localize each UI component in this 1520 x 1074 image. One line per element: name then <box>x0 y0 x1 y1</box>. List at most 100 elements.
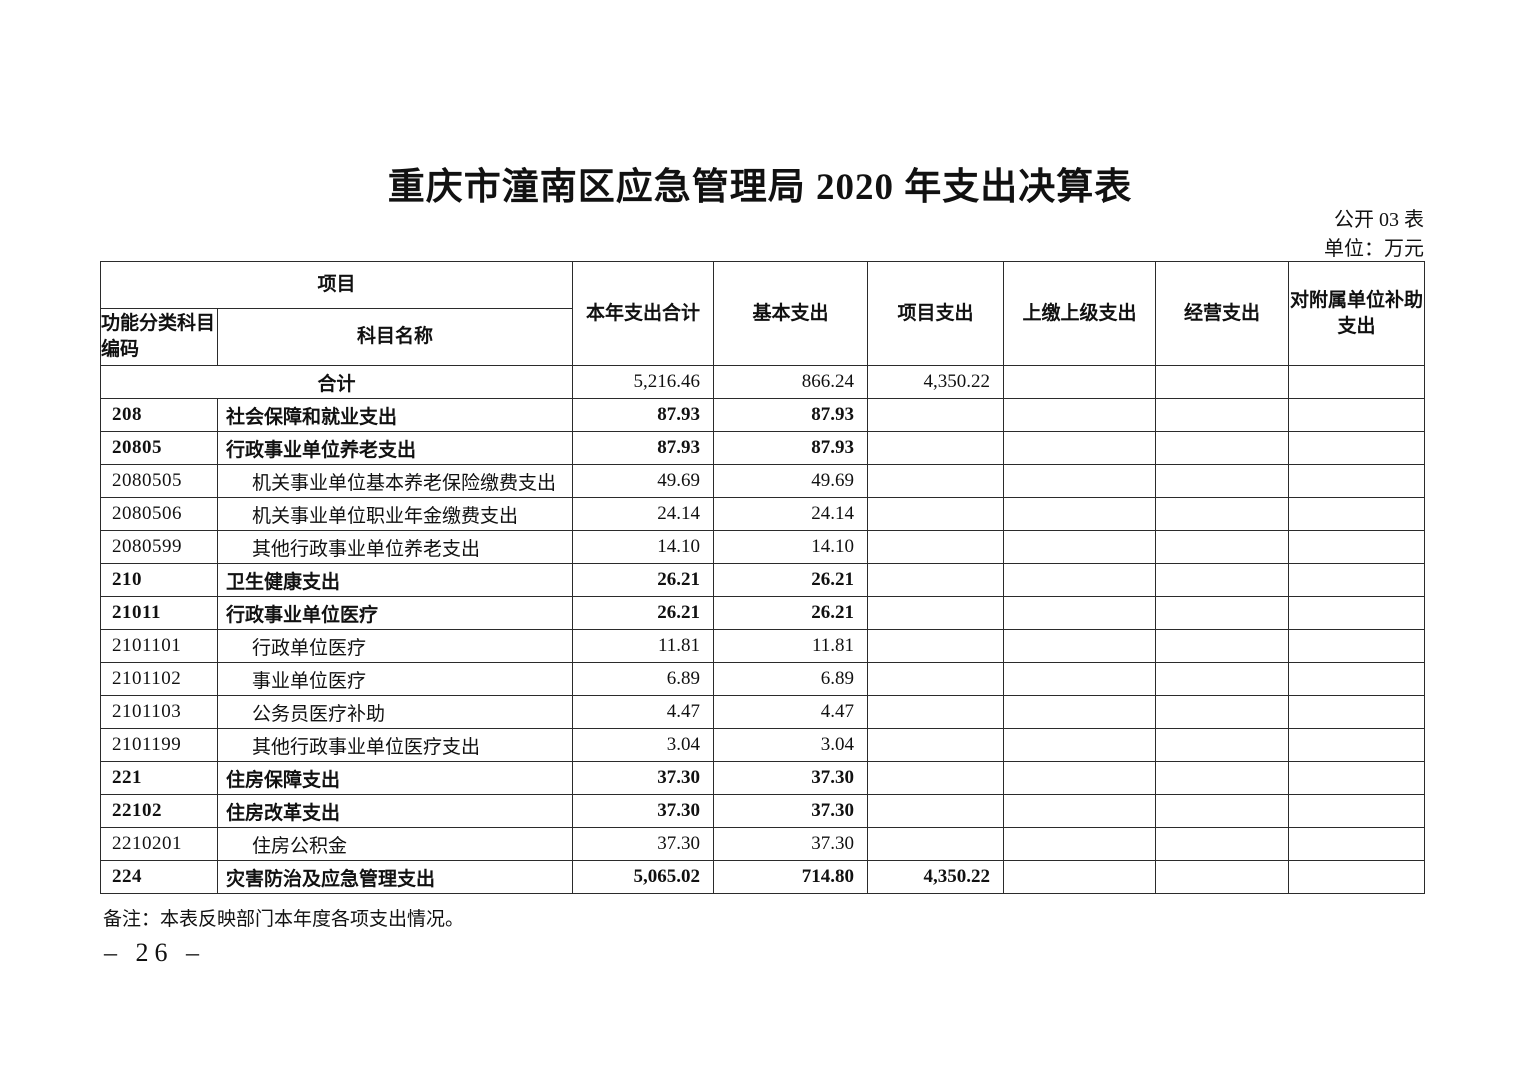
table-meta: 公开 03 表 单位：万元 <box>100 206 1424 264</box>
cell-upper <box>1003 728 1157 762</box>
cell-basic: 26.21 <box>713 596 869 630</box>
cell-project <box>867 761 1005 795</box>
table-row: 2101102 事业单位医疗 6.89 6.89 <box>100 662 1426 696</box>
cell-code: 21011 <box>100 596 218 630</box>
table-row: 224 灾害防治及应急管理支出 5,065.02 714.80 4,350.22 <box>100 860 1426 894</box>
table-row: 2101199 其他行政事业单位医疗支出 3.04 3.04 <box>100 728 1426 762</box>
cell-upper <box>1003 662 1157 696</box>
cell-name: 行政单位医疗 <box>216 629 574 663</box>
table-row-total: 合计 5,216.46 866.24 4,350.22 <box>99 365 1426 399</box>
cell-basic: 49.69 <box>713 464 869 498</box>
cell-project <box>867 728 1005 762</box>
cell-operating <box>1155 365 1290 399</box>
cell-operating <box>1155 563 1290 597</box>
cell-affiliate <box>1288 530 1426 564</box>
cell-affiliate <box>1288 629 1426 663</box>
cell-operating <box>1155 794 1290 828</box>
cell-operating <box>1155 662 1290 696</box>
table-row: 2210201 住房公积金 37.30 37.30 <box>100 827 1426 861</box>
header-total: 本年支出合计 <box>572 261 715 366</box>
cell-name: 机关事业单位基本养老保险缴费支出 <box>216 464 574 498</box>
cell-upper <box>1003 530 1157 564</box>
cell-project <box>867 827 1005 861</box>
cell-operating <box>1155 860 1290 894</box>
cell-name: 住房公积金 <box>216 827 574 861</box>
cell-total: 14.10 <box>572 530 715 564</box>
cell-project <box>867 629 1005 663</box>
cell-project <box>867 530 1005 564</box>
cell-project: 4,350.22 <box>867 365 1005 399</box>
table-row: 20805 行政事业单位养老支出 87.93 87.93 <box>100 431 1426 465</box>
cell-basic: 4.47 <box>713 695 869 729</box>
cell-basic: 866.24 <box>713 365 869 399</box>
cell-code: 208 <box>100 398 218 432</box>
cell-basic: 24.14 <box>713 497 869 531</box>
table-row: 210 卫生健康支出 26.21 26.21 <box>100 563 1426 597</box>
cell-name: 合计 <box>99 365 574 399</box>
cell-upper <box>1003 629 1157 663</box>
cell-project <box>867 695 1005 729</box>
header-row-1: 项目 本年支出合计 基本支出 项目支出 上缴上级支出 经营支出 对附属单位补助支… <box>99 261 1426 366</box>
cell-total: 5,216.46 <box>572 365 715 399</box>
cell-operating <box>1155 431 1290 465</box>
cell-basic: 11.81 <box>713 629 869 663</box>
cell-affiliate <box>1288 398 1426 432</box>
cell-code: 2101103 <box>100 695 218 729</box>
cell-affiliate <box>1288 365 1426 399</box>
cell-code: 2101101 <box>100 629 218 663</box>
cell-code: 2101102 <box>100 662 218 696</box>
cell-affiliate <box>1288 596 1426 630</box>
header-name: 科目名称 <box>216 308 574 366</box>
cell-affiliate <box>1288 563 1426 597</box>
cell-upper <box>1003 695 1157 729</box>
header-affiliate: 对附属单位补助支出 <box>1288 261 1426 366</box>
cell-basic: 3.04 <box>713 728 869 762</box>
header-upper: 上缴上级支出 <box>1003 261 1157 366</box>
cell-upper <box>1003 794 1157 828</box>
cell-total: 6.89 <box>572 662 715 696</box>
cell-upper <box>1003 761 1157 795</box>
cell-code: 224 <box>100 860 218 894</box>
cell-code: 2080599 <box>100 530 218 564</box>
cell-affiliate <box>1288 497 1426 531</box>
cell-upper <box>1003 596 1157 630</box>
cell-operating <box>1155 497 1290 531</box>
cell-affiliate <box>1288 794 1426 828</box>
header-project: 项目支出 <box>867 261 1005 366</box>
cell-name: 灾害防治及应急管理支出 <box>216 860 574 894</box>
cell-operating <box>1155 398 1290 432</box>
cell-name: 行政事业单位养老支出 <box>216 431 574 465</box>
cell-project <box>867 464 1005 498</box>
cell-basic: 14.10 <box>713 530 869 564</box>
cell-total: 11.81 <box>572 629 715 663</box>
cell-total: 26.21 <box>572 596 715 630</box>
cell-basic: 37.30 <box>713 761 869 795</box>
table-row: 208 社会保障和就业支出 87.93 87.93 <box>100 398 1426 432</box>
cell-code: 2101199 <box>100 728 218 762</box>
cell-basic: 87.93 <box>713 398 869 432</box>
cell-basic: 37.30 <box>713 827 869 861</box>
cell-basic: 714.80 <box>713 860 869 894</box>
cell-affiliate <box>1288 662 1426 696</box>
page-number: – 26 – <box>104 938 205 967</box>
cell-project <box>867 563 1005 597</box>
table-row: 2080505 机关事业单位基本养老保险缴费支出 49.69 49.69 <box>100 464 1426 498</box>
header-row-2: 功能分类科目编码 科目名称 <box>100 308 1425 366</box>
page-title: 重庆市潼南区应急管理局 2020 年支出决算表 <box>387 167 1133 208</box>
cell-name: 住房改革支出 <box>216 794 574 828</box>
sheet-label: 公开 03 表 <box>1334 209 1424 231</box>
cell-affiliate <box>1288 728 1426 762</box>
table-row: 2101101 行政单位医疗 11.81 11.81 <box>100 629 1426 663</box>
cell-name: 公务员医疗补助 <box>216 695 574 729</box>
cell-total: 37.30 <box>572 761 715 795</box>
cell-name: 其他行政事业单位医疗支出 <box>216 728 574 762</box>
cell-total: 24.14 <box>572 497 715 531</box>
header-code: 功能分类科目编码 <box>100 308 218 366</box>
cell-total: 3.04 <box>572 728 715 762</box>
expenditure-table: 项目 本年支出合计 基本支出 项目支出 上缴上级支出 经营支出 对附属单位补助支… <box>99 261 1426 894</box>
cell-upper <box>1003 464 1157 498</box>
cell-project <box>867 596 1005 630</box>
cell-total: 87.93 <box>572 398 715 432</box>
cell-affiliate <box>1288 761 1426 795</box>
cell-code: 22102 <box>100 794 218 828</box>
